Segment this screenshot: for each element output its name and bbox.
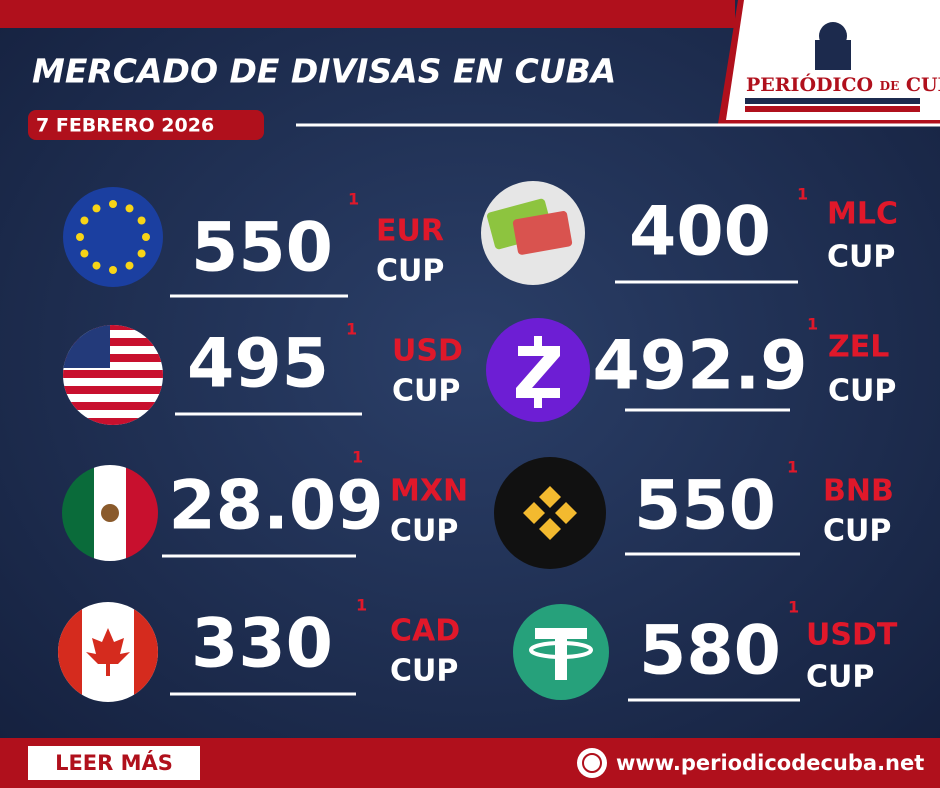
title: MERCADO DE DIVISAS EN CUBA [32,52,616,91]
read-more-text[interactable]: LEER MÁS [55,750,173,775]
bnb-logo [494,457,606,569]
rate-value: 580 [639,612,781,691]
currency-code: BNB [823,474,894,509]
website: www.periodicodecuba.net [616,751,924,775]
currency-unit: CUP [828,374,896,409]
rate-note: 1 [807,315,818,334]
star [125,204,134,213]
star [80,249,89,258]
star [80,216,89,225]
stripe [63,402,163,410]
rate-value: 495 [187,325,329,404]
star [125,261,134,270]
zelle-logo [486,318,590,422]
rate-value: 550 [634,467,776,546]
read-more-button[interactable] [28,746,200,780]
star [92,261,101,270]
eu-flag [63,187,163,287]
date: 7 FEBRERO 2026 [36,115,214,137]
rate-value: 492.9 [592,327,807,406]
star [109,266,117,274]
logo: PERIÓDICO DE CUBA [718,0,940,124]
stripe [63,354,163,362]
rate-note: 1 [797,185,808,204]
currency-code: MLC [827,197,898,232]
usdt-logo [513,604,609,700]
rate-note: 1 [352,448,363,467]
currency-code: EUR [376,214,444,249]
stripe [63,370,163,378]
globe-icon-ring [582,753,602,773]
stripe [63,338,163,346]
currency-unit: CUP [376,254,444,289]
globe-icon [577,748,607,778]
star [76,233,84,241]
star [137,249,146,258]
stripe [63,418,163,425]
star [142,233,150,241]
rate-value: 550 [191,209,333,288]
currency-code: CAD [390,614,460,649]
currency-code: USD [392,334,463,369]
logo-word: CUBA [906,74,940,96]
rate-note: 1 [346,320,357,339]
stripe [63,325,163,330]
rate-value: 28.09 [168,467,383,546]
currency-unit: CUP [390,514,458,549]
currency-unit: CUP [390,654,458,689]
top-band [0,0,735,28]
us-flag [63,325,163,425]
rate-note: 1 [348,190,359,209]
star [137,216,146,225]
currency-unit: CUP [392,374,460,409]
currency-unit: CUP [823,514,891,549]
currency-unit: CUP [806,660,874,695]
logo-word: PERIÓDICO [746,73,873,96]
mlc-card [481,181,585,285]
rate-note: 1 [787,458,798,477]
logo-text: PERIÓDICO DE CUBA [746,73,940,96]
star [109,200,117,208]
currency-code: USDT [806,618,898,653]
currency-unit: CUP [827,240,895,275]
date-pill [28,110,264,140]
currency-code: ZEL [828,330,889,365]
logo-word: DE [880,79,900,93]
currency-code: MXN [390,474,468,509]
rate-note: 1 [788,598,799,617]
rate-note: 1 [356,596,367,615]
star [92,204,101,213]
rate-value: 400 [629,193,771,272]
stripe [63,386,163,394]
rate-value: 330 [191,605,333,684]
